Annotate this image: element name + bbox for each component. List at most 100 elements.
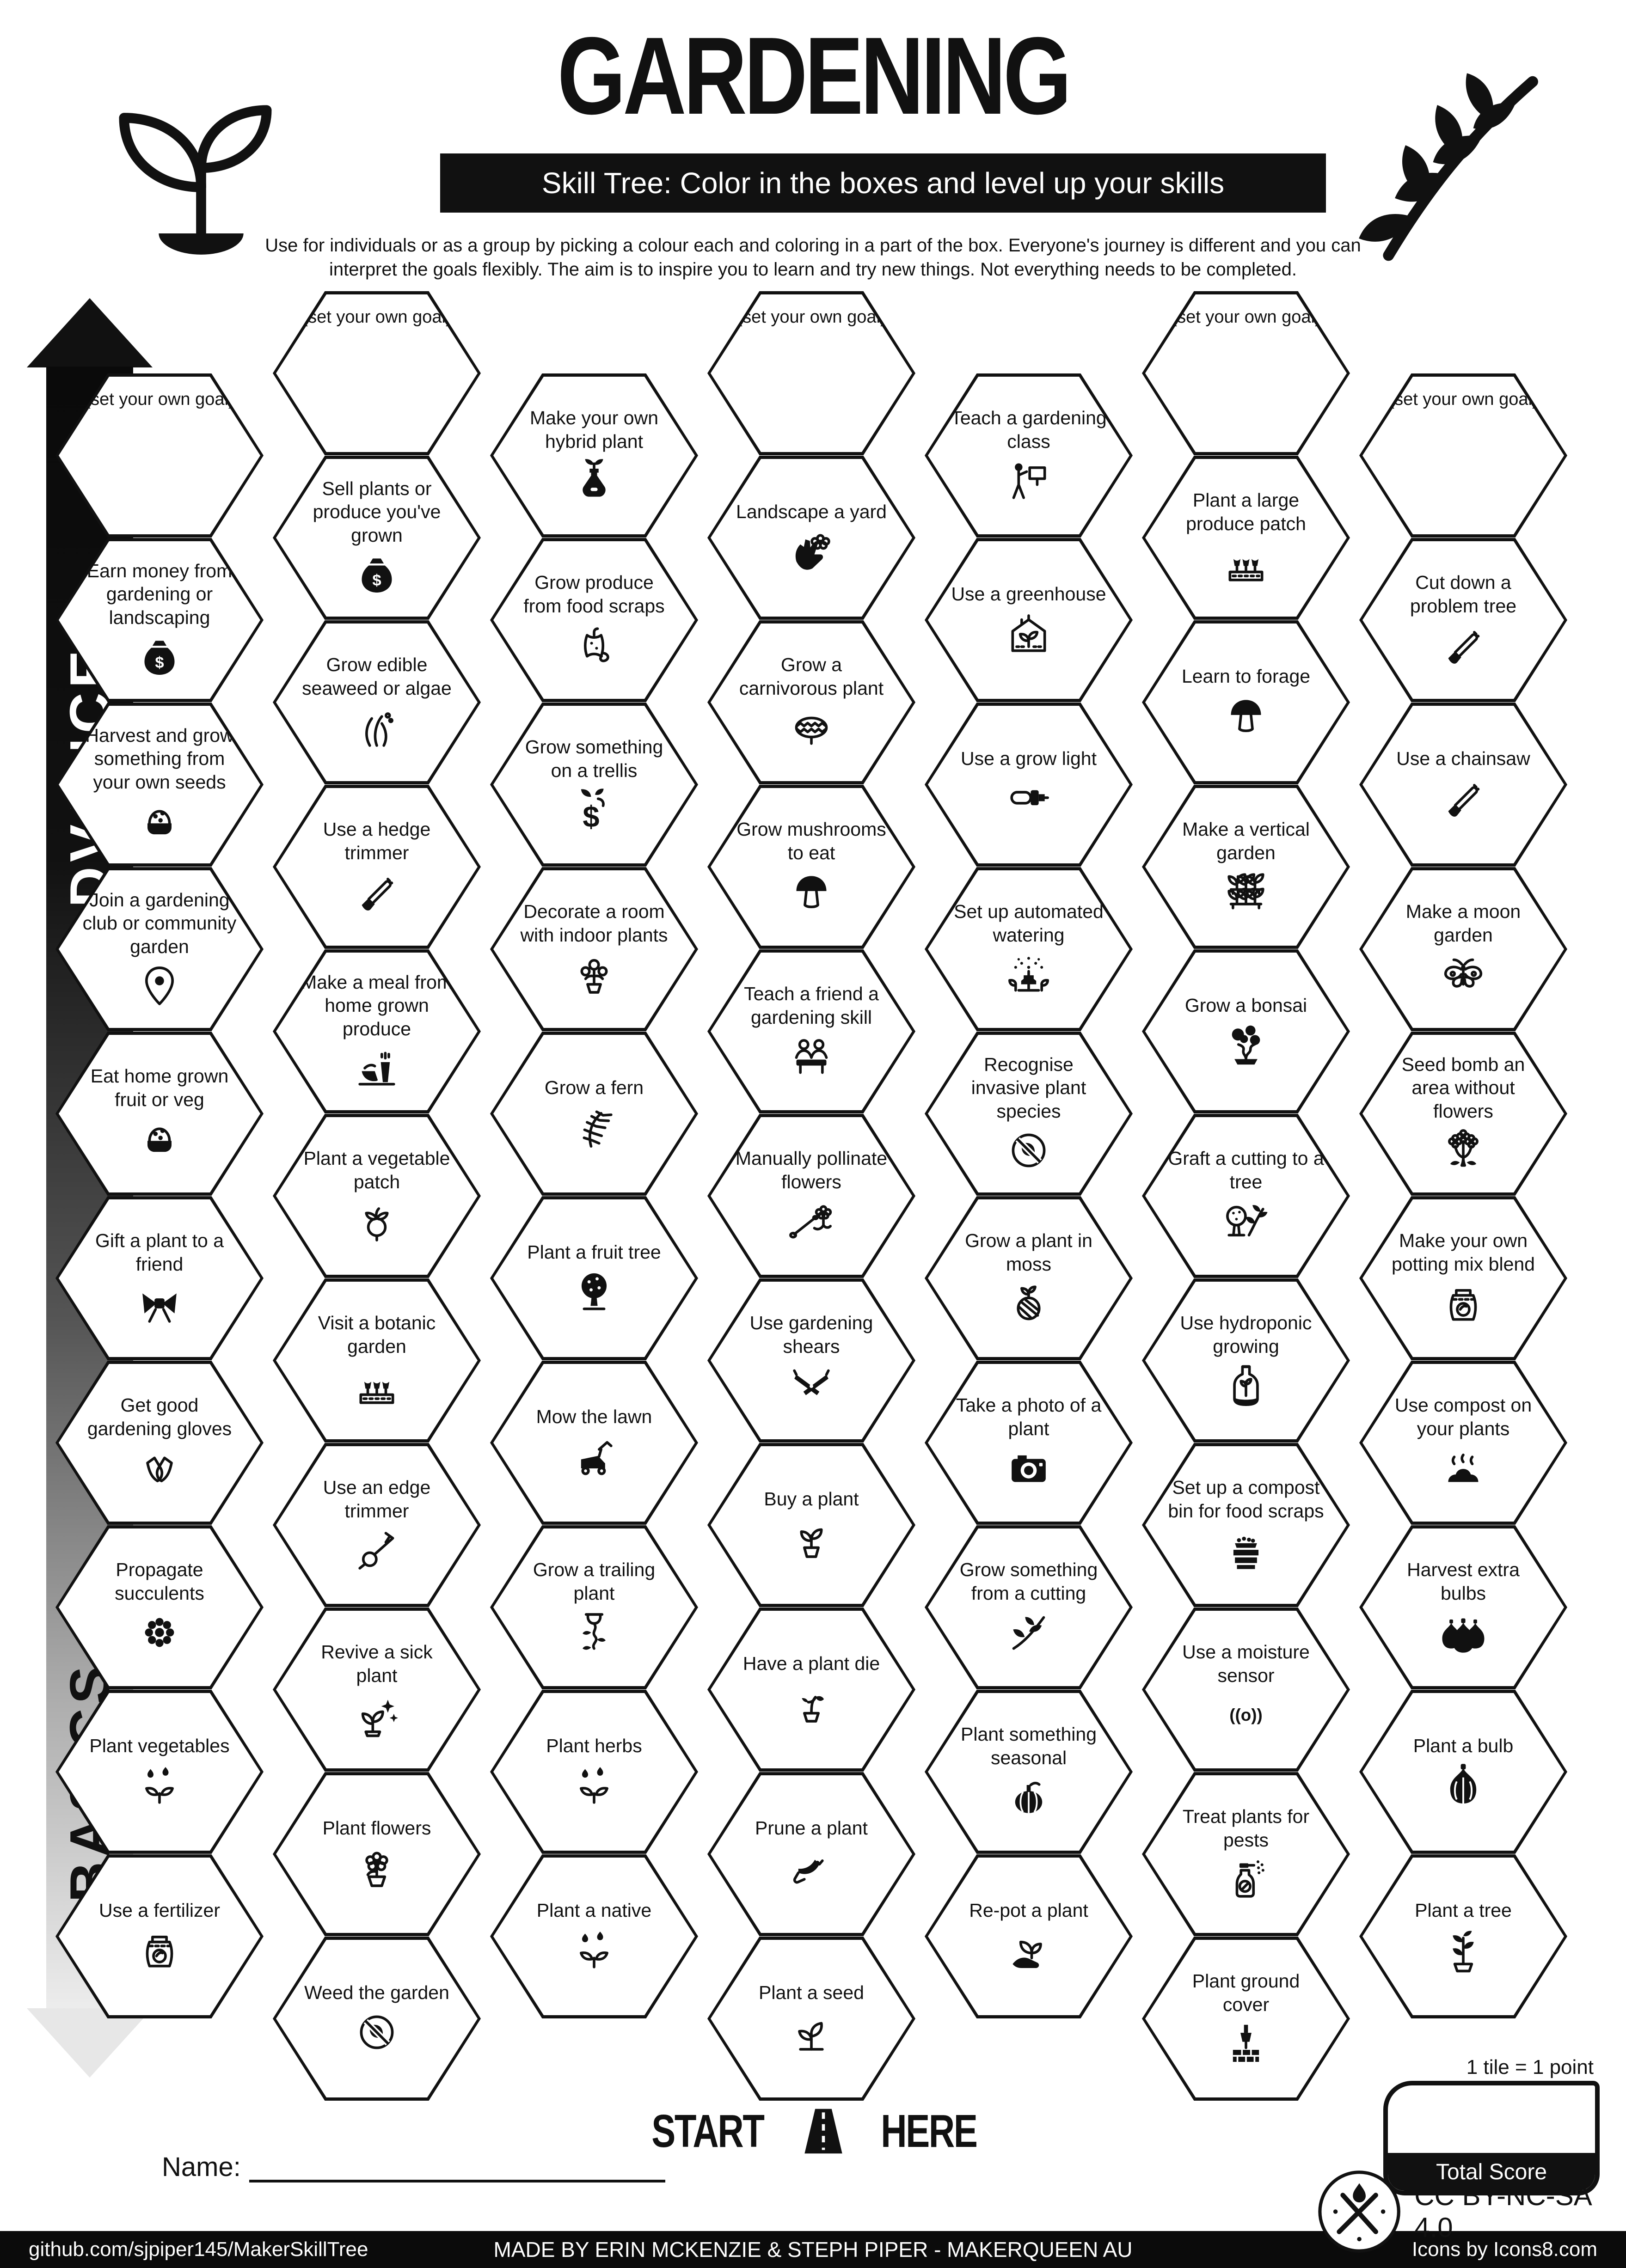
- total-score-label: Total Score: [1388, 2153, 1595, 2191]
- hex-inner: Grow a carnivorous plant: [711, 624, 912, 781]
- hex-label: (set your own goal): [302, 307, 452, 327]
- skill-hex[interactable]: Use a fertilizer: [55, 1854, 264, 2018]
- skill-hex[interactable]: Use a moisture sensor: [1142, 1608, 1350, 1772]
- skill-hex[interactable]: Manually pollinate flowers: [707, 1114, 915, 1278]
- skill-hex[interactable]: Grow a fern: [490, 1032, 698, 1196]
- skill-hex[interactable]: Set up automated watering: [925, 867, 1133, 1031]
- skill-hex[interactable]: Decorate a room with indoor plants: [490, 867, 698, 1031]
- seedling-icon: [570, 1926, 618, 1974]
- hex-label: Sell plants or produce you've grown: [313, 478, 441, 546]
- skill-hex[interactable]: Plant ground cover: [1142, 1937, 1350, 2101]
- skill-hex[interactable]: Have a plant die: [707, 1608, 915, 1772]
- skill-hex[interactable]: Use a greenhouse: [925, 538, 1133, 702]
- hex-label: Cut down a problem tree: [1410, 572, 1517, 617]
- skill-hex[interactable]: Plant a bulb: [1359, 1690, 1567, 1854]
- skill-hex[interactable]: Take a photo of a plant: [925, 1361, 1133, 1525]
- skill-hex[interactable]: Teach a gardening class: [925, 373, 1133, 538]
- vertical-garden-icon: [1222, 868, 1270, 916]
- skill-hex[interactable]: Harvest extra bulbs: [1359, 1525, 1567, 1689]
- skill-hex[interactable]: Grow a plant in moss: [925, 1196, 1133, 1360]
- skill-hex[interactable]: Grow something on a trellis: [490, 703, 698, 867]
- skill-hex[interactable]: Make your own hybrid plant: [490, 373, 698, 538]
- hex-label: Make a meal from home grown produce: [301, 972, 453, 1039]
- skill-hex[interactable]: Cut down a problem tree: [1359, 538, 1567, 702]
- skill-hex[interactable]: Plant a fruit tree: [490, 1196, 698, 1360]
- skill-hex[interactable]: Plant a vegetable patch: [273, 1114, 481, 1278]
- skill-hex[interactable]: Grow a carnivorous plant: [707, 620, 915, 784]
- hedge-trimmer-icon: [353, 868, 401, 916]
- goal-hex[interactable]: (set your own goal): [273, 291, 481, 455]
- hex-label: Use hydroponic growing: [1180, 1312, 1312, 1357]
- pollinate-swab-icon: [787, 1197, 835, 1245]
- skill-hex[interactable]: Mow the lawn: [490, 1361, 698, 1525]
- skill-hex[interactable]: Re-pot a plant: [925, 1854, 1133, 2018]
- skill-hex[interactable]: Graft a cutting to a tree: [1142, 1114, 1350, 1278]
- skill-hex[interactable]: Make your own potting mix blend: [1359, 1196, 1567, 1360]
- skill-hex[interactable]: Grow a bonsai: [1142, 949, 1350, 1113]
- goal-hex[interactable]: (set your own goal): [1142, 291, 1350, 455]
- skill-hex[interactable]: Use hydroponic growing: [1142, 1278, 1350, 1443]
- name-input-line[interactable]: [249, 2153, 665, 2182]
- skill-hex[interactable]: Revive a sick plant: [273, 1608, 481, 1772]
- skill-hex[interactable]: Use an edge trimmer: [273, 1443, 481, 1607]
- skill-hex[interactable]: Plant herbs: [490, 1690, 698, 1854]
- skill-hex[interactable]: Recognise invasive plant species: [925, 1032, 1133, 1196]
- skill-hex[interactable]: Grow a trailing plant: [490, 1525, 698, 1689]
- skill-hex[interactable]: Plant a native: [490, 1854, 698, 2018]
- skill-hex[interactable]: Visit a botanic garden: [273, 1278, 481, 1443]
- garlic-bulb-icon: [1439, 1761, 1487, 1810]
- footer-github-link[interactable]: github.com/sjpiper145/MakerSkillTree: [29, 2238, 368, 2261]
- hex-inner: Harvest and grow something from your own…: [59, 706, 260, 863]
- skill-hex[interactable]: Use compost on your plants: [1359, 1361, 1567, 1525]
- skill-hex[interactable]: Plant a seed: [707, 1937, 915, 2101]
- skill-hex[interactable]: Buy a plant: [707, 1443, 915, 1607]
- skill-hex[interactable]: Plant flowers: [273, 1772, 481, 1936]
- hex-inner: Plant herbs: [493, 1693, 695, 1851]
- skill-hex[interactable]: Get good gardening gloves: [55, 1361, 264, 1525]
- skill-hex[interactable]: Harvest and grow something from your own…: [55, 703, 264, 867]
- hex-inner: Graft a cutting to a tree: [1145, 1117, 1347, 1275]
- skill-hex[interactable]: Plant something seasonal: [925, 1690, 1133, 1854]
- skill-hex[interactable]: Teach a friend a gardening skill: [707, 949, 915, 1113]
- hex-label: Use a hedge trimmer: [323, 819, 431, 863]
- skill-hex[interactable]: Prune a plant: [707, 1772, 915, 1936]
- skill-hex[interactable]: Make a meal from home grown produce: [273, 949, 481, 1113]
- skill-hex[interactable]: Seed bomb an area without flowers: [1359, 1032, 1567, 1196]
- skill-hex[interactable]: Learn to forage: [1142, 620, 1350, 784]
- meal-icon: [353, 1044, 401, 1092]
- hex-inner: Decorate a room with indoor plants: [493, 870, 695, 1028]
- skill-hex[interactable]: Plant a tree: [1359, 1854, 1567, 2018]
- name-label: Name:: [162, 2152, 241, 2182]
- footer-icons8-credit[interactable]: Icons by Icons8.com: [1411, 2238, 1597, 2261]
- skill-hex[interactable]: Use a hedge trimmer: [273, 785, 481, 949]
- goal-hex[interactable]: (set your own goal): [707, 291, 915, 455]
- hex-label: Use a chainsaw: [1396, 748, 1530, 770]
- skill-hex[interactable]: Treat plants for pests: [1142, 1772, 1350, 1936]
- skill-hex[interactable]: Grow something from a cutting: [925, 1525, 1133, 1689]
- skill-hex[interactable]: Use a grow light: [925, 703, 1133, 867]
- skill-hex[interactable]: Landscape a yard: [707, 456, 915, 620]
- skill-hex[interactable]: Use a chainsaw: [1359, 703, 1567, 867]
- fruit-tree-icon: [570, 1268, 618, 1316]
- skill-hex[interactable]: Grow produce from food scraps: [490, 538, 698, 702]
- skill-hex[interactable]: Grow mushrooms to eat: [707, 785, 915, 949]
- hex-inner: Plant a bulb: [1362, 1693, 1564, 1851]
- skill-hex[interactable]: Plant a large produce patch: [1142, 456, 1350, 620]
- skill-hex[interactable]: Sell plants or produce you've grown: [273, 456, 481, 620]
- skill-hex[interactable]: Use gardening shears: [707, 1278, 915, 1443]
- goal-hex[interactable]: (set your own goal): [1359, 373, 1567, 538]
- skill-hex[interactable]: Set up a compost bin for food scraps: [1142, 1443, 1350, 1607]
- skill-hex[interactable]: Eat home grown fruit or veg: [55, 1032, 264, 1196]
- skill-hex[interactable]: Grow edible seaweed or algae: [273, 620, 481, 784]
- gardening-gloves-icon: [135, 1444, 184, 1492]
- hex-inner: Revive a sick plant: [276, 1611, 478, 1768]
- total-score-box[interactable]: Total Score: [1383, 2081, 1600, 2195]
- skill-hex[interactable]: Plant vegetables: [55, 1690, 264, 1854]
- hex-label: Plant a seed: [759, 1982, 864, 2004]
- skill-hex[interactable]: Make a vertical garden: [1142, 785, 1350, 949]
- skill-hex[interactable]: Make a moon garden: [1359, 867, 1567, 1031]
- skill-hex[interactable]: Gift a plant to a friend: [55, 1196, 264, 1360]
- skill-hex[interactable]: Weed the garden: [273, 1937, 481, 2101]
- pruning-shears-icon: [787, 1844, 835, 1892]
- skill-hex[interactable]: Propagate succulents: [55, 1525, 264, 1689]
